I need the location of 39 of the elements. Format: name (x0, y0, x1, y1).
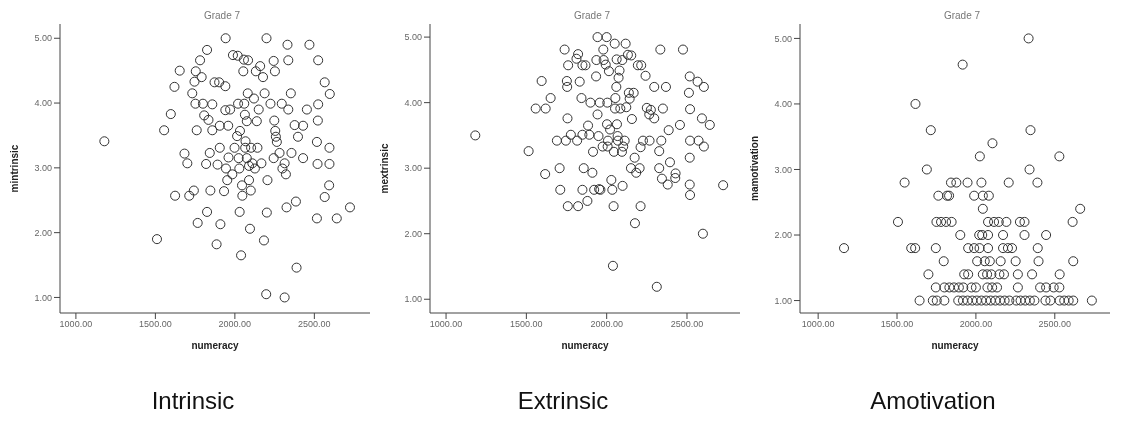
x-tick-label: 2000.00 (959, 319, 993, 330)
x-tick-label: 1500.00 (510, 319, 543, 330)
y-tick-label: 4.00 (404, 97, 422, 108)
text: Intrinsic (151, 387, 235, 415)
y-tick-label: 1.00 (774, 295, 792, 306)
chart-title: Grade 7 (573, 10, 611, 21)
chart-title: Grade 7 (203, 10, 241, 21)
y-tick-label: 5.00 (774, 33, 792, 44)
x-tick-label: 1000.00 (429, 319, 463, 330)
x-tick-label: 1000.00 (59, 319, 93, 330)
x-tick-label: 2500.00 (298, 319, 331, 330)
y-tick-label: 1.00 (34, 292, 52, 303)
y-tick-label: 2.00 (774, 230, 792, 241)
text: Extrinsic (517, 387, 609, 415)
y-tick-label: 4.00 (34, 98, 52, 109)
x-axis-title: numeracy (931, 340, 980, 351)
x-tick-label: 1500.00 (139, 319, 172, 330)
y-tick-label: 1.00 (404, 294, 422, 305)
y-tick-label: 5.00 (34, 33, 52, 44)
y-tick-label: 3.00 (404, 163, 422, 174)
y-tick-label: 3.00 (34, 163, 52, 174)
y-axis-title: mextrinsic (378, 143, 390, 194)
x-tick-label: 2000.00 (218, 319, 252, 330)
text: Amotivation (870, 387, 996, 415)
chart-title: Grade 7 (943, 10, 981, 21)
y-tick-label: 2.00 (34, 227, 52, 238)
x-tick-label: 2000.00 (590, 319, 623, 330)
x-tick-label: 2500.00 (1038, 319, 1072, 330)
x-tick-label: 1000.00 (801, 319, 835, 330)
y-tick-label: 3.00 (774, 164, 792, 175)
x-tick-label: 2500.00 (670, 319, 704, 330)
y-tick-label: 4.00 (774, 99, 792, 110)
y-axis-title: mintrinsic (8, 144, 20, 193)
y-axis-title: mamotivation (748, 135, 760, 202)
y-tick-label: 2.00 (404, 228, 422, 239)
x-axis-title: numeracy (561, 340, 610, 351)
y-tick-label: 5.00 (404, 32, 422, 43)
x-axis-title: numeracy (191, 340, 240, 351)
x-tick-label: 1500.00 (880, 319, 914, 330)
